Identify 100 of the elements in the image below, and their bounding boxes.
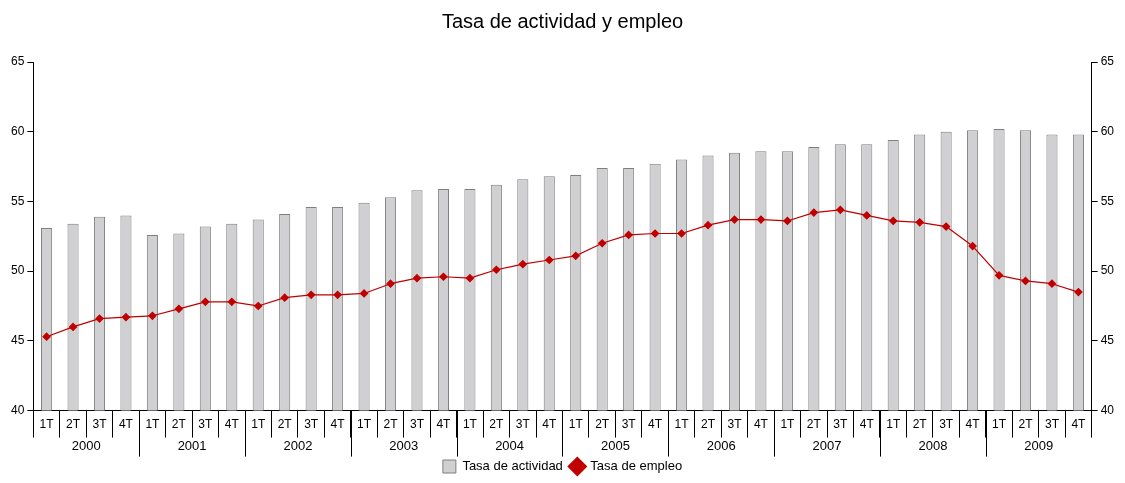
legend-label: Tasa de actividad bbox=[462, 458, 563, 474]
point bbox=[518, 260, 527, 269]
point bbox=[492, 265, 501, 274]
x-tick-label: 4T bbox=[965, 417, 981, 432]
text: 2007 bbox=[812, 438, 842, 454]
text: 2001 bbox=[177, 438, 207, 454]
text: 2009 bbox=[1024, 438, 1054, 454]
text: 2000 bbox=[71, 438, 101, 454]
point bbox=[465, 274, 474, 283]
legend-label: Tasa de empleo bbox=[590, 458, 683, 474]
x-tick-label: 4T bbox=[118, 417, 134, 432]
point bbox=[862, 211, 871, 220]
y2-tick-label: 40 bbox=[1100, 402, 1115, 417]
point bbox=[280, 293, 289, 302]
point bbox=[95, 314, 104, 323]
point bbox=[1074, 287, 1083, 297]
text: 2005 bbox=[600, 438, 630, 454]
point bbox=[333, 290, 342, 299]
y2-tick-label: 55 bbox=[1100, 193, 1115, 208]
point bbox=[545, 255, 554, 265]
point bbox=[412, 274, 422, 283]
y-tick-label: 65 bbox=[10, 54, 25, 69]
point bbox=[915, 218, 924, 227]
x-tick-label: 4T bbox=[330, 417, 346, 432]
point bbox=[836, 205, 845, 214]
y-tick-label: 45 bbox=[10, 333, 25, 348]
x-tick-label: 4T bbox=[648, 417, 663, 432]
text: 2006 bbox=[706, 438, 736, 454]
x-tick-label: 1T bbox=[992, 417, 1007, 432]
text: 2004 bbox=[495, 438, 525, 454]
x-tick-label: 1T bbox=[462, 417, 478, 432]
x-tick-label: 1T bbox=[145, 417, 161, 432]
point bbox=[359, 289, 369, 298]
x-tick-label: 4T bbox=[542, 417, 557, 432]
point bbox=[651, 229, 660, 238]
point bbox=[1047, 279, 1057, 288]
y2-tick-label: 45 bbox=[1100, 333, 1115, 348]
point bbox=[598, 239, 607, 248]
y2-tick-label: 60 bbox=[1100, 124, 1115, 139]
point bbox=[174, 304, 183, 313]
x-tick-label: 1T bbox=[780, 417, 796, 432]
point bbox=[730, 215, 739, 224]
point bbox=[677, 229, 686, 238]
x-tick-label: 3T bbox=[304, 417, 319, 432]
point bbox=[201, 297, 210, 306]
point bbox=[386, 279, 395, 288]
point bbox=[571, 251, 580, 260]
point bbox=[703, 221, 713, 230]
x-tick-label: 3T bbox=[939, 417, 954, 432]
point bbox=[121, 313, 131, 322]
chart-title: Tasa de actividad y empleo bbox=[441, 9, 684, 32]
x-tick-label: 3T bbox=[833, 417, 848, 432]
y-tick-label: 60 bbox=[10, 124, 25, 139]
x-tick-label: 1T bbox=[251, 417, 266, 432]
x-tick-label: 4T bbox=[859, 417, 875, 432]
point bbox=[148, 311, 157, 320]
point bbox=[968, 241, 977, 251]
x-tick-label: 4T bbox=[436, 417, 452, 432]
x-tick-label: 2T bbox=[66, 417, 81, 432]
x-tick-label: 3T bbox=[515, 417, 531, 432]
x-tick-label: 4T bbox=[753, 417, 769, 432]
x-tick-label: 3T bbox=[1044, 417, 1060, 432]
point bbox=[942, 222, 951, 231]
point bbox=[756, 215, 766, 224]
x-tick-label: 3T bbox=[92, 417, 108, 432]
y-tick-label: 40 bbox=[10, 402, 25, 417]
x-tick-label: 2T bbox=[489, 417, 505, 432]
x-tick-label: 1T bbox=[674, 417, 690, 432]
x-tick-label: 3T bbox=[727, 417, 743, 432]
x-tick-label: 1T bbox=[568, 417, 584, 432]
y2-tick-label: 50 bbox=[1100, 263, 1115, 278]
x-tick-label: 2T bbox=[595, 417, 610, 432]
text: 2002 bbox=[283, 438, 313, 454]
y-tick-label: 55 bbox=[10, 193, 25, 208]
y-tick-label: 50 bbox=[10, 263, 25, 278]
point bbox=[1021, 276, 1030, 286]
point bbox=[68, 322, 78, 332]
x-tick-label: 1T bbox=[886, 417, 901, 432]
x-tick-label: 3T bbox=[409, 417, 425, 432]
x-tick-label: 2T bbox=[1018, 417, 1034, 432]
x-tick-label: 2T bbox=[912, 417, 928, 432]
point bbox=[994, 271, 1004, 280]
point bbox=[227, 297, 236, 306]
point bbox=[307, 290, 316, 299]
x-tick-label: 1T bbox=[357, 417, 372, 432]
point bbox=[42, 332, 51, 341]
text: 2003 bbox=[389, 438, 419, 454]
x-tick-label: 4T bbox=[224, 417, 240, 432]
y2-tick-label: 65 bbox=[1100, 54, 1115, 69]
point bbox=[254, 301, 263, 311]
x-tick-label: 4T bbox=[1071, 417, 1087, 432]
x-tick-label: 3T bbox=[621, 417, 637, 432]
point bbox=[624, 230, 633, 240]
x-tick-label: 3T bbox=[198, 417, 213, 432]
x-tick-label: 2T bbox=[806, 417, 822, 432]
text: 2008 bbox=[918, 438, 948, 454]
point bbox=[889, 216, 898, 226]
point bbox=[783, 216, 792, 226]
x-tick-label: 2T bbox=[701, 417, 716, 432]
x-tick-label: 2T bbox=[277, 417, 293, 432]
